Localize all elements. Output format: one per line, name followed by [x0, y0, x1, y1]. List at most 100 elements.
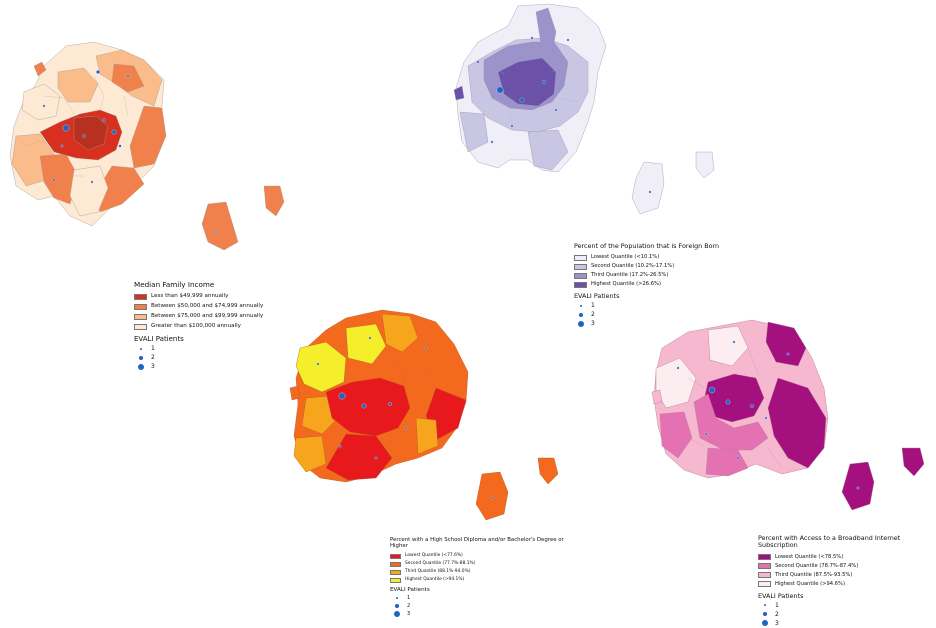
evali-patient-point [338, 392, 346, 400]
evali-patient-point [374, 456, 378, 460]
region-west-second [459, 111, 489, 153]
foreign-born-map[interactable] [448, 2, 728, 222]
foreign-born-map-svg [453, 3, 715, 215]
evali-patient-point [510, 124, 514, 128]
legend-item: Between $50,000 and $74,999 annually [134, 302, 294, 312]
legend-item: Between $75,000 and $99,999 annually [134, 312, 294, 322]
legend-label: Between $50,000 and $74,999 annually [151, 303, 264, 310]
points-legend-label: 1 [591, 302, 595, 310]
region-exclave-w [289, 385, 301, 401]
points-legend-item: 1 [390, 594, 580, 602]
region-east-orange [129, 105, 167, 169]
evali-patient-point [704, 432, 708, 436]
evali-patient-point [676, 366, 680, 370]
legend-label: Less than $49,999 annually [151, 293, 229, 300]
region-exclave-w [651, 389, 663, 405]
legend-swatch [758, 563, 771, 570]
legend-swatch [390, 569, 401, 575]
points-legend-label: 1 [775, 601, 779, 609]
income-map[interactable] [4, 36, 294, 256]
evali-patient-point [368, 336, 372, 340]
region-north-amber [381, 313, 419, 353]
legend-label: Highest Quantile (>26.6%) [591, 281, 661, 288]
legend-label: Second Quantile (77.7%-88.1%) [405, 561, 476, 567]
point-symbol-small [763, 604, 766, 607]
education-legend: Percent with a High School Diploma and/o… [390, 537, 580, 618]
points-legend-label: 2 [151, 354, 155, 362]
legend-item: Second Quantile (10.2%-17.1%) [574, 262, 754, 271]
points-legend-label: 2 [775, 610, 779, 618]
points-legend-label: 3 [775, 619, 779, 627]
legend-swatch [390, 577, 401, 583]
legend-swatch [134, 294, 147, 301]
evali-patient-point [118, 144, 122, 148]
evali-patient-point [82, 134, 86, 138]
region-exclave-se [841, 461, 875, 511]
legend-label: Greater than $100,000 annually [151, 323, 241, 330]
evali-patient-point [62, 124, 70, 132]
region-west-second [659, 411, 693, 459]
legend-item: Third Quantile (17.2%-26.5%) [574, 271, 754, 280]
region-north-orange [111, 63, 145, 93]
income-legend: Median Family Income Less than $49,999 a… [134, 280, 294, 371]
evali-patient-point [786, 352, 790, 356]
legend-item: Highest Quantile (>94.6%) [758, 580, 934, 589]
evali-patient-point [708, 386, 716, 394]
region-south-red [325, 433, 393, 481]
foreign-born-legend: Percent of the Population that is Foreig… [574, 242, 754, 328]
points-legend-label: 1 [151, 345, 155, 353]
legend-swatch [758, 572, 771, 579]
evali-patient-point [648, 190, 652, 194]
evali-patient-point [490, 496, 494, 500]
region-northeast-low [765, 321, 807, 367]
region-core-inner [73, 115, 109, 151]
legend-label: Lowest Quantile (<77.6%) [405, 553, 463, 559]
legend-title: Percent of the Population that is Foreig… [574, 242, 720, 250]
region-exclave-nw [453, 85, 465, 101]
points-legend-item: 3 [390, 610, 580, 618]
evali-patient-point [316, 362, 320, 366]
points-legend-item: 1 [574, 301, 754, 310]
legend-item: Second Quantile (78.7%-87.4%) [758, 562, 934, 571]
region-exclave-e [695, 151, 715, 179]
evali-patient-point [404, 426, 408, 430]
evali-patient-point [424, 346, 428, 350]
evali-patient-point [214, 230, 218, 234]
legend-item: Lowest Quantile (<78.5%) [758, 553, 934, 562]
region-core-ring [693, 393, 769, 451]
evali-patient-point [519, 97, 525, 103]
evali-patient-point [554, 108, 558, 112]
legend-swatch [574, 272, 587, 279]
points-legend-label: 3 [151, 363, 155, 371]
legend-swatch [390, 553, 401, 559]
legend-item: Third Quantile (87.5%-93.5%) [758, 571, 934, 580]
income-map-svg [9, 41, 285, 251]
legend-label: Second Quantile (78.7%-87.4%) [775, 562, 859, 569]
legend-item: Highest Quantile (>26.6%) [574, 280, 754, 289]
points-legend-label: 3 [407, 611, 411, 618]
legend-label: Highest Quantile (>94.1%) [405, 577, 465, 583]
point-symbol-large [577, 320, 584, 327]
evali-patient-point [60, 144, 64, 148]
legend-swatch [574, 254, 587, 261]
evali-patient-point [90, 180, 94, 184]
region-exclave-e [901, 447, 925, 477]
broadband-map[interactable] [648, 318, 934, 528]
legend-swatch [390, 561, 401, 567]
legend-swatch [134, 314, 147, 321]
points-legend-item: 3 [758, 619, 934, 628]
point-symbol-large [761, 620, 768, 627]
legend-label: Third Quantile (88.1%-94.0%) [405, 569, 471, 575]
evali-patient-point [111, 129, 117, 135]
legend-label: Lowest Quantile (<78.5%) [775, 553, 844, 560]
region-exclave-se [201, 201, 239, 251]
evali-patient-point [725, 399, 731, 405]
points-legend-item: 2 [390, 602, 580, 610]
region-exclave-e [263, 185, 285, 217]
legend-item: Second Quantile (77.7%-88.1%) [390, 560, 580, 568]
education-map[interactable] [286, 308, 576, 528]
evali-patient-point [496, 86, 504, 94]
evali-patient-point [338, 444, 342, 448]
region-north-arm [535, 7, 557, 53]
legend-label: Between $75,000 and $99,999 annually [151, 313, 264, 320]
